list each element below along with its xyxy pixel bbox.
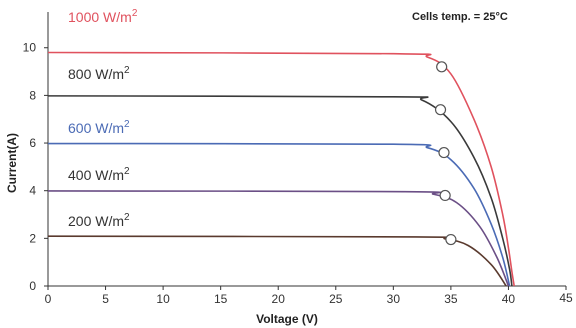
series-label-text: 400 W/m: [68, 167, 124, 183]
y-tick-label: 2: [29, 231, 36, 245]
series-label-superscript: 2: [124, 119, 130, 130]
mpp-marker: [445, 233, 457, 246]
series-label-text: 200 W/m: [68, 213, 124, 229]
y-axis-title: Current(A): [5, 133, 19, 193]
series-line: [47, 235, 507, 287]
y-tick-label: 4: [29, 184, 36, 198]
series-label: 800 W/m2: [68, 65, 130, 82]
series-label: 1000 W/m2: [68, 8, 138, 25]
series-line: [47, 142, 511, 287]
series-label-text: 600 W/m: [68, 120, 124, 136]
x-tick-label: 30: [387, 292, 401, 306]
mpp-marker: [439, 189, 451, 202]
series-line: [47, 190, 510, 287]
series-line: [47, 51, 515, 287]
y-tick-label: 10: [23, 41, 37, 55]
x-tick-label: 0: [45, 292, 52, 306]
series-label: 400 W/m2: [68, 166, 130, 183]
mpp-markers: [434, 61, 457, 246]
series-label-superscript: 2: [124, 166, 130, 177]
series-label: 200 W/m2: [68, 212, 130, 229]
series-label-superscript: 2: [124, 65, 130, 76]
series-label-text: 800 W/m: [68, 66, 124, 82]
x-tick-label: 10: [156, 292, 170, 306]
mpp-marker: [438, 146, 450, 159]
series-label: 600 W/m2: [68, 119, 130, 136]
series-label-superscript: 2: [124, 212, 130, 223]
mpp-marker: [436, 61, 448, 73]
mpp-marker: [434, 104, 447, 116]
x-axis-title: Voltage (V): [256, 312, 318, 326]
x-tick-label: 20: [272, 292, 286, 306]
y-tick-label: 6: [29, 136, 36, 150]
x-tick-label: 40: [502, 292, 516, 306]
x-tick-label: 5: [102, 292, 109, 306]
y-tick-label: 0: [29, 279, 36, 293]
x-tick-label: 45: [559, 291, 573, 305]
series-line: [47, 95, 513, 287]
x-tick-label: 35: [444, 292, 458, 306]
cells-temp-annotation: Cells temp. = 25°C: [412, 11, 508, 23]
series-label-text: 1000 W/m: [68, 9, 132, 25]
x-tick-label: 15: [214, 292, 228, 306]
series-label-superscript: 2: [132, 8, 138, 19]
axes: 0 5 10 15 20 25 30 35 40 45 0 2 4 6 8 10: [23, 12, 573, 306]
x-tick-label: 25: [329, 292, 343, 306]
y-tick-label: 8: [29, 88, 36, 102]
